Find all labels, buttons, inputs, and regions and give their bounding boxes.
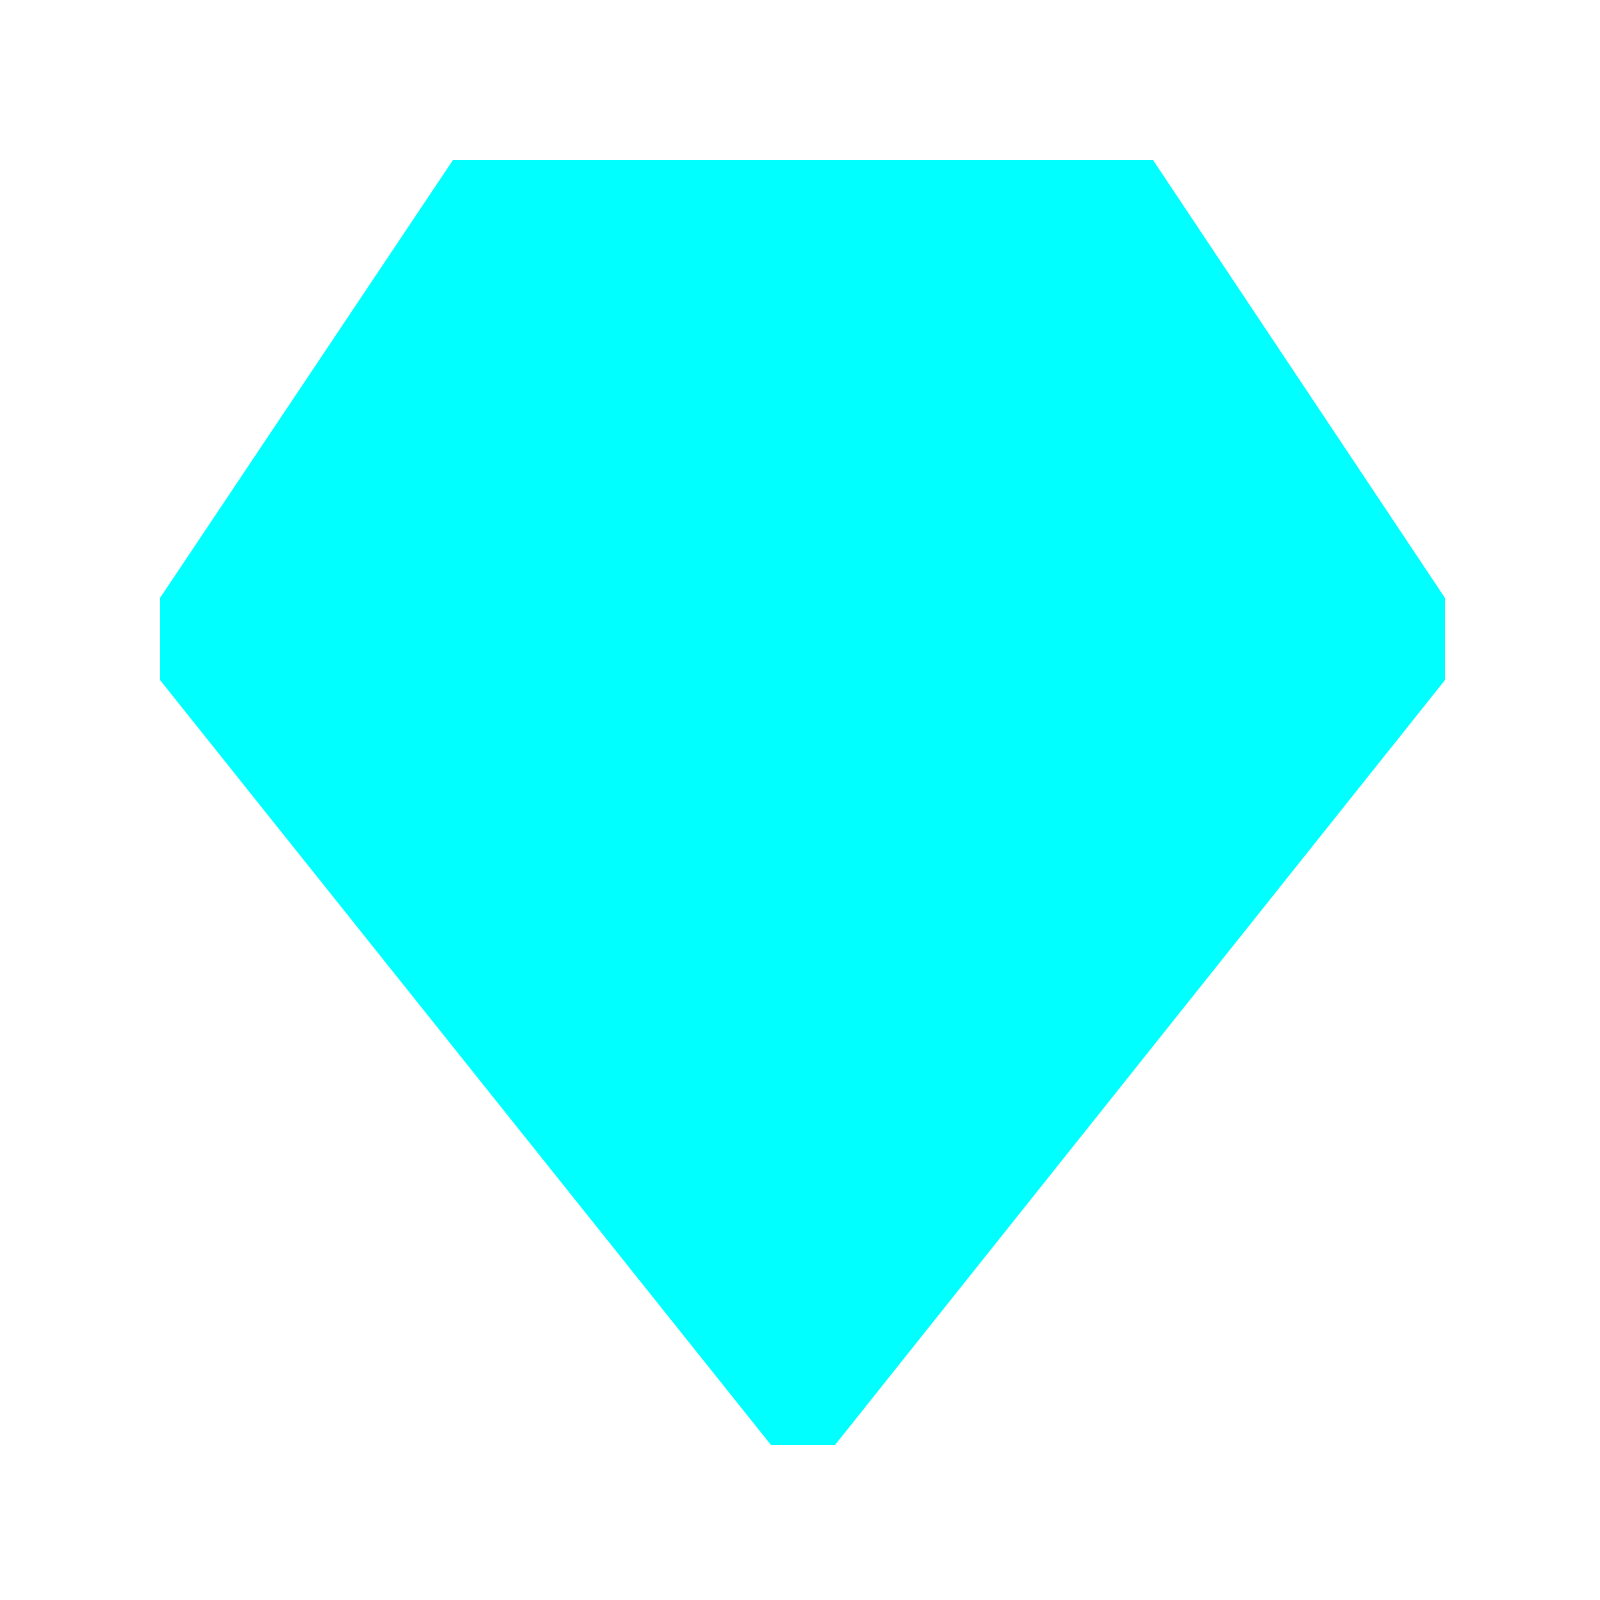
cyan-gem-shape [160, 160, 1445, 1445]
